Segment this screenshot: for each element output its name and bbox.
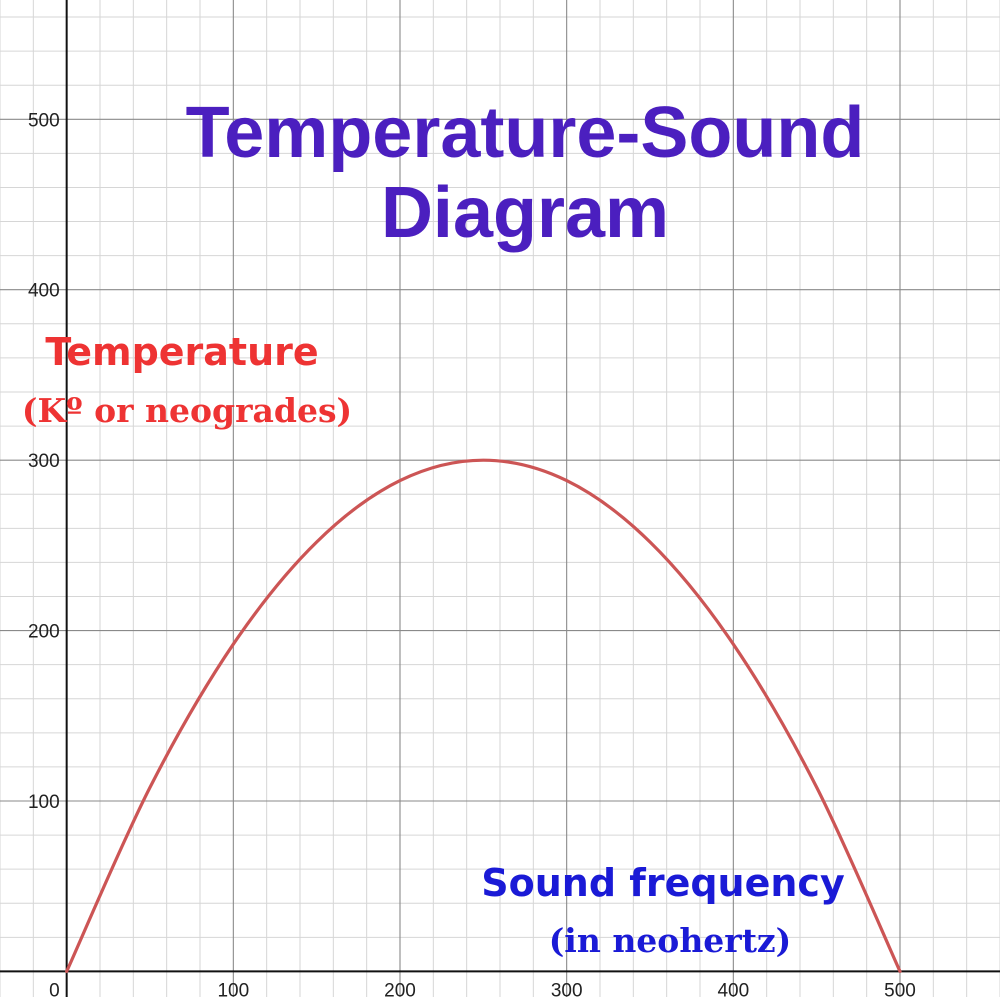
x-tick-label: 200 (384, 980, 416, 997)
x-axis-unit: (in neohertz) (549, 921, 792, 960)
y-tick-label: 300 (28, 451, 60, 472)
chart-title-line-2: Diagram (381, 173, 669, 253)
chart-title-line-1: Temperature-Sound (186, 93, 865, 173)
series-group (65, 458, 902, 973)
y-tick-label: 500 (28, 110, 60, 131)
x-tick-label: 300 (551, 980, 583, 997)
y-axis-unit: (Kº or neogrades) (22, 391, 352, 430)
y-axis-label: Temperature (45, 330, 318, 374)
y-tick-label: 200 (28, 622, 60, 643)
series-line (65, 458, 902, 973)
x-tick-label: 100 (217, 980, 249, 997)
y-tick-label: 100 (28, 792, 60, 813)
x-tick-label: 0 (49, 980, 60, 997)
x-tick-label: 500 (884, 980, 916, 997)
x-tick-label: 400 (717, 980, 749, 997)
y-tick-label: 400 (28, 281, 60, 302)
tick-labels: 0 100 200 300 400 500 100 200 300 400 500 (28, 110, 916, 997)
x-axis-label: Sound frequency (481, 861, 845, 905)
